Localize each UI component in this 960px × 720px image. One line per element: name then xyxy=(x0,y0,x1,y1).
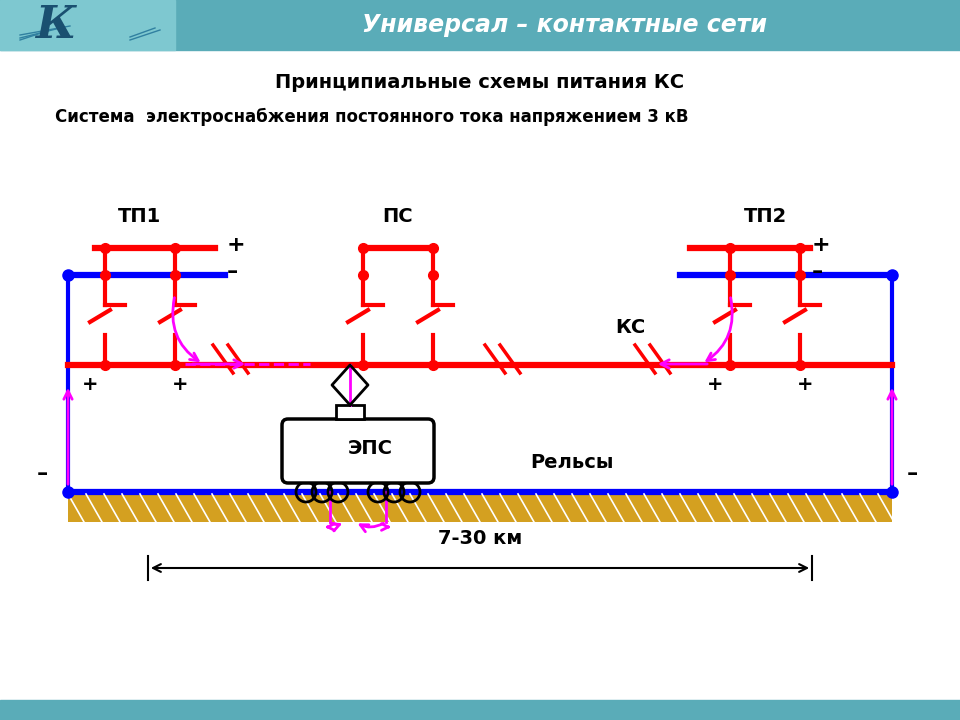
FancyArrowPatch shape xyxy=(173,297,198,361)
Text: Система  электроснабжения постоянного тока напряжением 3 кВ: Система электроснабжения постоянного ток… xyxy=(55,108,688,126)
Bar xyxy=(0,0,960,50)
Text: ТП2: ТП2 xyxy=(743,207,786,226)
Text: Универсал – контактные сети: Универсал – контактные сети xyxy=(363,13,767,37)
FancyArrowPatch shape xyxy=(360,523,384,532)
Text: ТП1: ТП1 xyxy=(118,207,161,226)
Text: –: – xyxy=(36,464,48,484)
Text: К: К xyxy=(35,4,75,47)
FancyArrowPatch shape xyxy=(707,297,732,361)
Text: 7-30 км: 7-30 км xyxy=(438,529,522,548)
FancyBboxPatch shape xyxy=(282,419,434,483)
Text: +: + xyxy=(812,235,830,255)
Text: –: – xyxy=(906,464,918,484)
Text: ПС: ПС xyxy=(383,207,414,226)
Bar xyxy=(0,700,960,720)
Text: +: + xyxy=(172,375,188,394)
Text: –: – xyxy=(812,262,824,282)
Text: Рельсы: Рельсы xyxy=(530,453,613,472)
Text: Принципиальные схемы питания КС: Принципиальные схемы питания КС xyxy=(276,73,684,91)
Text: КС: КС xyxy=(615,318,645,337)
FancyArrowPatch shape xyxy=(331,523,340,531)
Text: +: + xyxy=(227,235,246,255)
Bar xyxy=(0,0,175,50)
Bar xyxy=(68,494,892,522)
Text: ЭПС: ЭПС xyxy=(348,438,393,457)
Bar xyxy=(336,405,364,419)
Text: +: + xyxy=(82,375,98,394)
Text: +: + xyxy=(797,375,813,394)
Text: +: + xyxy=(707,375,723,394)
Text: –: – xyxy=(227,262,238,282)
Text: 12: 12 xyxy=(924,701,947,719)
